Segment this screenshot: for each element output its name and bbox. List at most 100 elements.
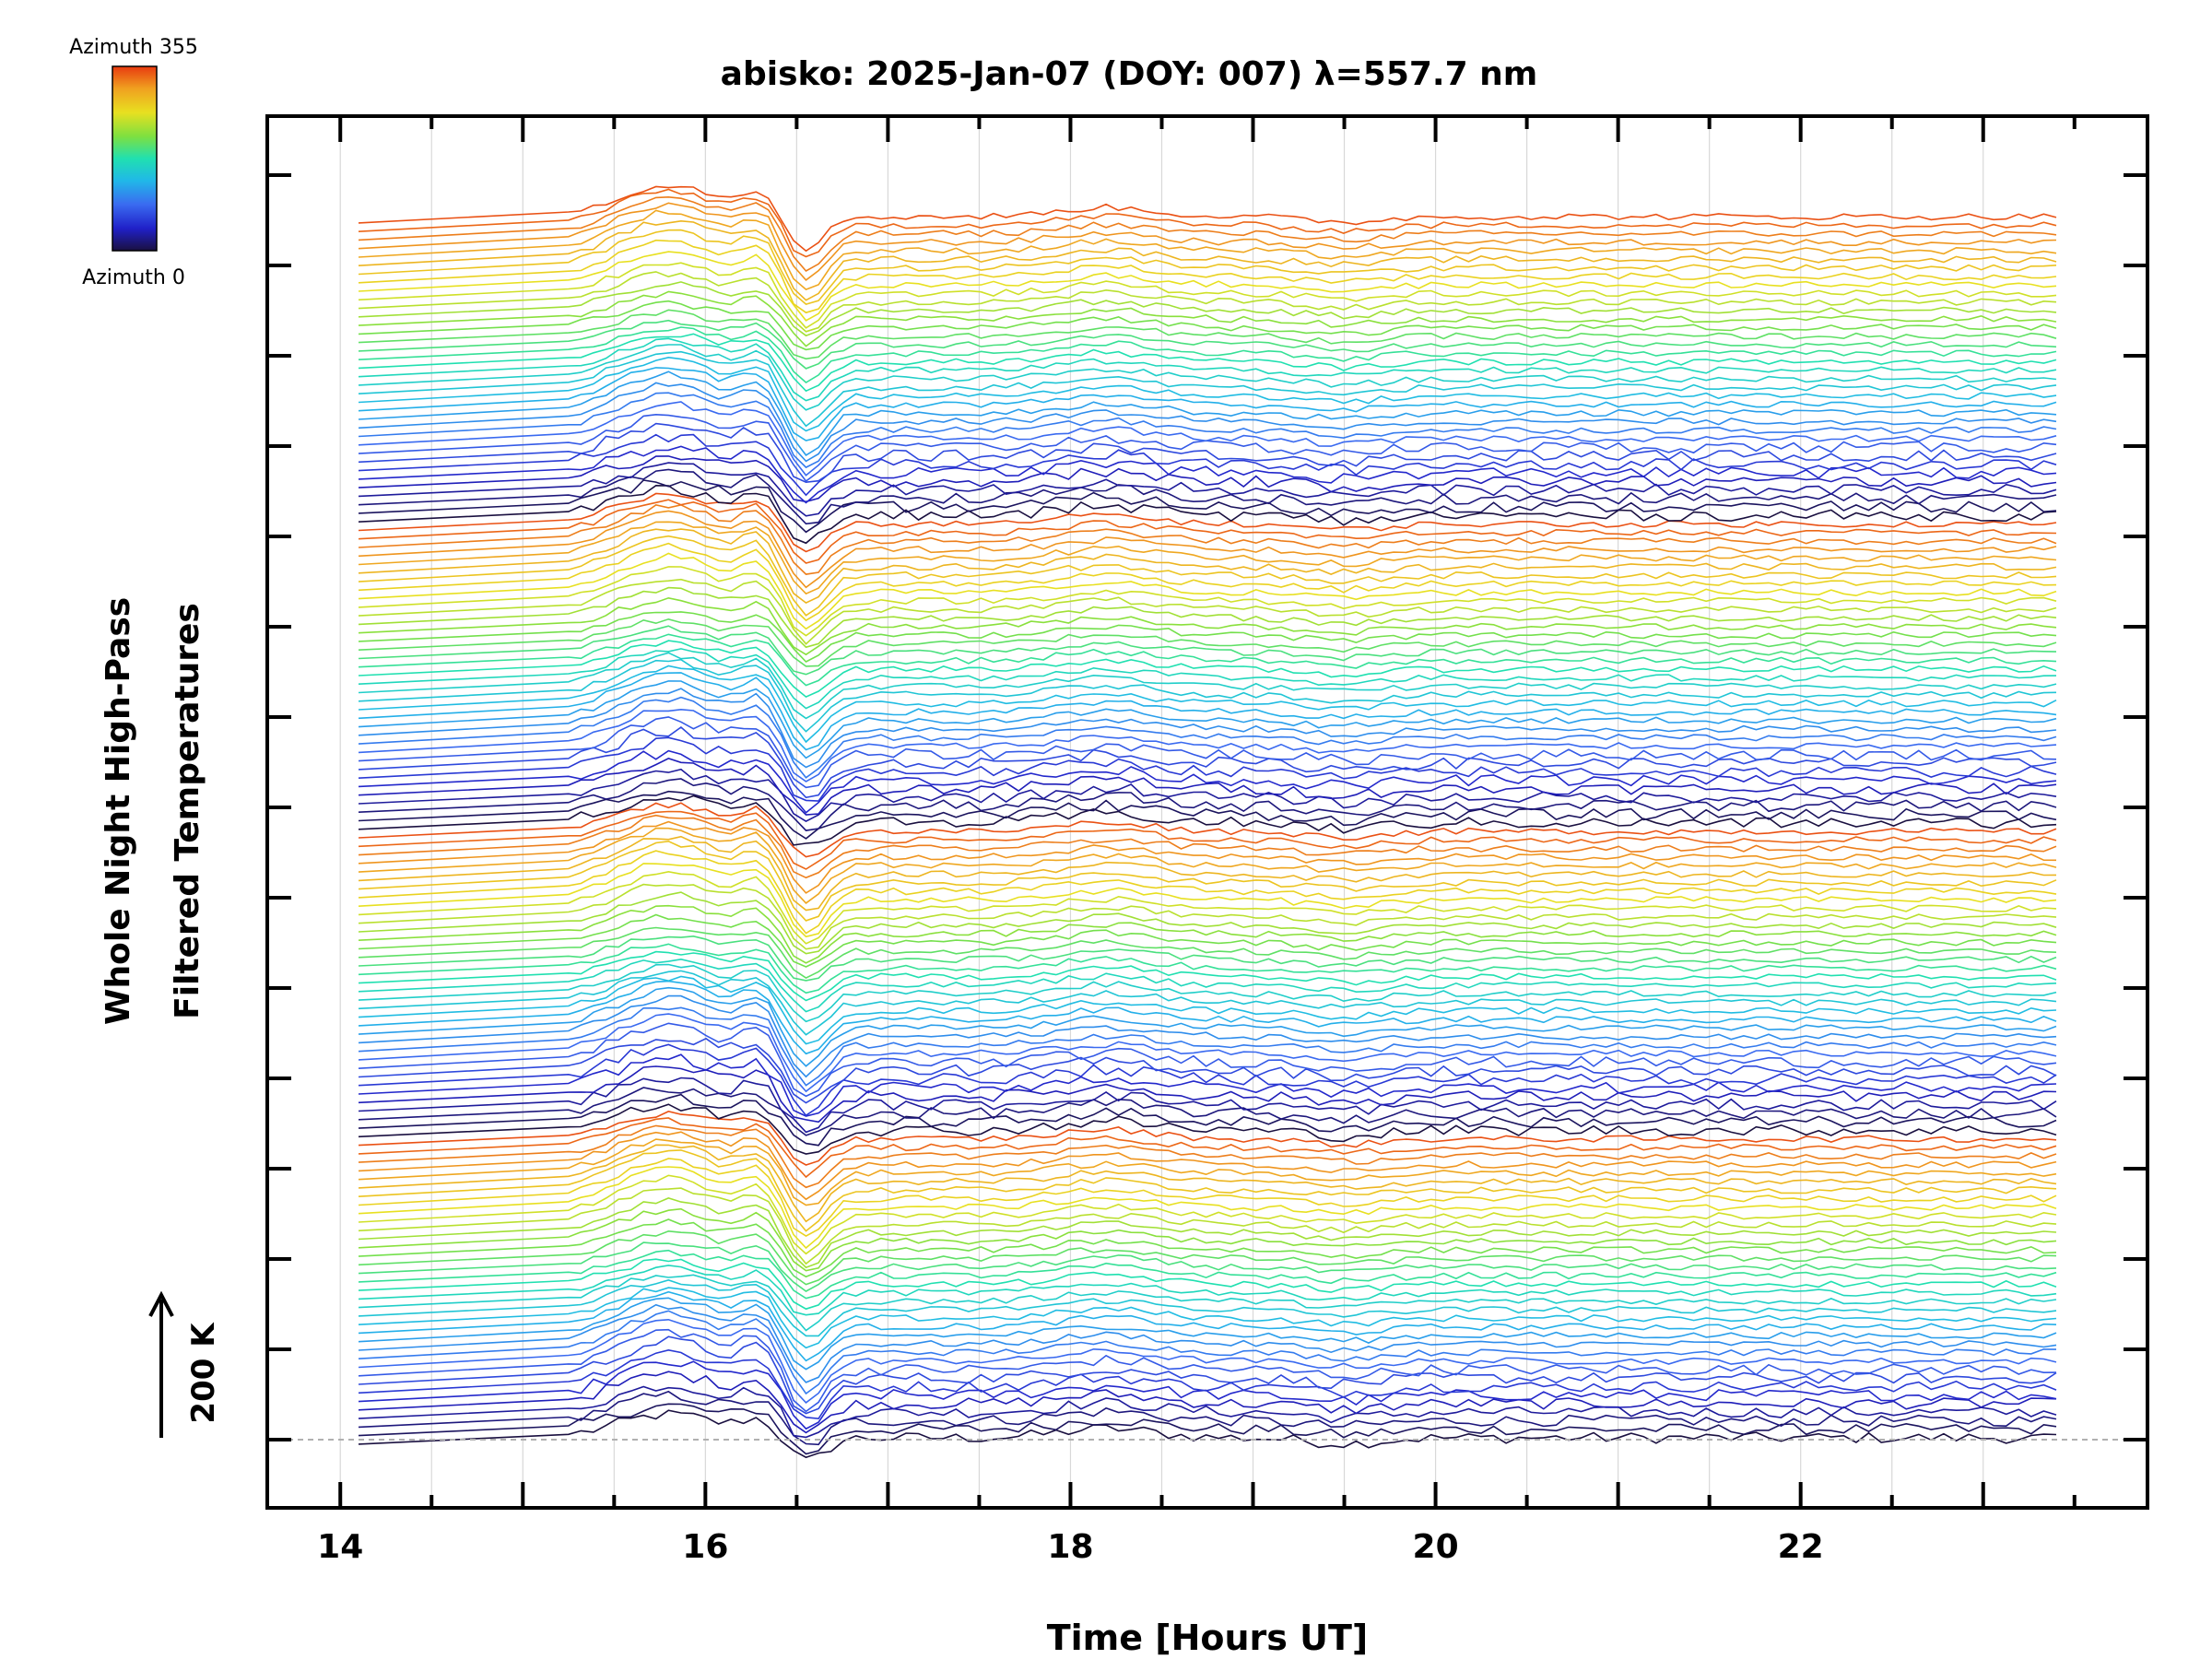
series-line <box>358 1279 2057 1337</box>
series-line <box>358 611 2057 663</box>
series-line <box>358 975 2057 1045</box>
series-line <box>358 433 2057 497</box>
series-line <box>358 1065 2057 1124</box>
x-axis-label: Time [Hours UT] <box>1047 1618 1369 1658</box>
series-line <box>358 1013 2057 1093</box>
series-line <box>358 840 2057 922</box>
series-line <box>358 290 2057 347</box>
series-line <box>358 1265 2057 1316</box>
x-tick-label: 16 <box>682 1528 728 1566</box>
series-line <box>358 1328 2057 1413</box>
series-line <box>358 229 2057 305</box>
x-tick-label: 14 <box>317 1528 363 1566</box>
colorbar-top-label: Azimuth 355 <box>69 36 198 59</box>
series-line <box>358 1166 2057 1250</box>
series-line <box>358 1360 2057 1430</box>
series-line <box>358 1310 2057 1395</box>
series-line <box>358 468 2057 525</box>
scale-bar-label: 200 K <box>185 1322 222 1424</box>
series-line <box>358 904 2057 964</box>
series-line <box>358 281 2057 337</box>
series-line <box>358 337 2057 402</box>
series-line <box>358 850 2057 935</box>
series-line <box>358 479 2057 534</box>
series-line <box>358 188 2057 258</box>
series-line <box>358 1006 2057 1087</box>
series-line <box>358 1103 2057 1155</box>
series-line <box>358 566 2057 637</box>
series-line <box>358 672 2057 751</box>
series-line <box>358 1124 2057 1189</box>
series-line <box>358 1187 2057 1265</box>
series-line <box>358 535 2057 617</box>
x-tick-labels: 14 16 18 20 22 <box>317 1528 1824 1566</box>
series-line <box>358 1093 2057 1147</box>
series-line <box>358 1390 2057 1446</box>
series-line <box>358 1385 2057 1439</box>
scale-bar: 200 K <box>148 1290 222 1438</box>
series-line <box>358 950 2057 1002</box>
grid-lines <box>339 116 1984 1508</box>
series-line <box>358 640 2057 699</box>
series-line <box>358 1043 2057 1117</box>
series-line <box>358 1335 2057 1415</box>
series-line <box>358 1241 2057 1292</box>
series-line <box>358 333 2057 393</box>
series-line <box>358 778 2057 831</box>
x-tick-label: 20 <box>1413 1528 1459 1566</box>
plot-frame <box>265 114 2149 1510</box>
series-line <box>358 445 2057 504</box>
series-line <box>358 1053 2057 1117</box>
series-line <box>358 382 2057 463</box>
series-line <box>358 1409 2057 1459</box>
series-line <box>358 319 2057 370</box>
series-line <box>358 913 2057 968</box>
series-line <box>358 503 2057 575</box>
series-line <box>358 658 2057 733</box>
y-axis-label-line1: Whole Night High-Pass <box>100 597 137 1025</box>
series-line <box>358 326 2057 383</box>
series-line <box>358 262 2057 329</box>
series-line <box>358 195 2057 273</box>
series-line <box>358 300 2057 351</box>
series-line <box>358 596 2057 656</box>
series-line <box>358 1218 2057 1278</box>
series-line <box>358 1117 2057 1179</box>
series-line <box>358 870 2057 945</box>
series-line <box>358 1303 2057 1383</box>
series-line <box>358 980 2057 1055</box>
series-line <box>358 1230 2057 1286</box>
series-line <box>358 1022 2057 1098</box>
chart-title: abisko: 2025-Jan-07 (DOY: 007) λ=557.7 n… <box>721 55 1538 93</box>
series-line <box>358 994 2057 1078</box>
series-line <box>358 1258 2057 1311</box>
colorbar-bottom-label: Azimuth 0 <box>82 266 185 289</box>
series-line <box>358 492 2057 553</box>
series-line <box>358 986 2057 1067</box>
series-line <box>358 835 2057 912</box>
series-line <box>358 392 2057 469</box>
series-line <box>358 1131 2057 1201</box>
x-tick-label: 18 <box>1047 1528 1093 1566</box>
series-line <box>358 768 2057 823</box>
series-line <box>358 455 2057 503</box>
series-line <box>358 209 2057 291</box>
series-line <box>358 827 2057 904</box>
series-line <box>358 1371 2057 1434</box>
colorbar-gradient <box>112 65 158 252</box>
series-line <box>358 708 2057 782</box>
series-line <box>358 1158 2057 1238</box>
series-line <box>358 413 2057 483</box>
series-line <box>358 820 2057 894</box>
series-line <box>358 1297 2057 1371</box>
series-line <box>358 271 2057 333</box>
series-line <box>358 1111 2057 1166</box>
series-line <box>358 814 2057 879</box>
series-line <box>358 1087 2057 1136</box>
series-line <box>358 725 2057 799</box>
series-line <box>358 1077 2057 1134</box>
series-line <box>358 665 2057 744</box>
series-line <box>358 1287 2057 1349</box>
series-line <box>358 794 2057 846</box>
